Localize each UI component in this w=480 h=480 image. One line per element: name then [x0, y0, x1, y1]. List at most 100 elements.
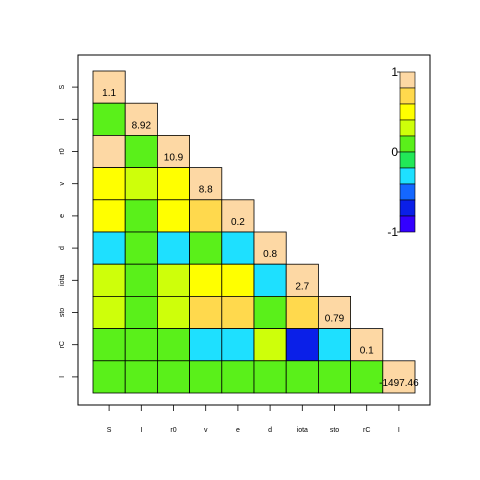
heatmap-cell [156, 167, 190, 201]
y-tick-label: iota [59, 275, 66, 286]
heatmap-cell [156, 263, 190, 297]
diagonal-value-label: 1.1 [102, 88, 116, 99]
y-tick-label: d [59, 246, 66, 250]
heatmap-cell [92, 263, 126, 297]
y-axis: S Ir0 v e d iota sto rC I [59, 84, 79, 378]
heatmap-cell [92, 328, 126, 362]
diagonal-cell [285, 263, 319, 297]
diagonal-value-label: -1497.46 [379, 378, 419, 389]
diagonal-value-label: 0.79 [325, 314, 345, 325]
heatmap-cell [189, 263, 223, 297]
heatmap-cell [156, 231, 190, 265]
legend-swatch [399, 135, 416, 153]
y-tick-label: r0 [59, 148, 66, 154]
heatmap-cell [124, 167, 158, 201]
heatmap-cell [221, 231, 255, 265]
x-tick-label: sto [330, 427, 339, 434]
diagonal-value-label: 0.1 [360, 346, 374, 357]
heatmap-cell [92, 102, 126, 136]
diagonal-value-label: 2.7 [295, 281, 309, 292]
heatmap-cell [124, 231, 158, 265]
heatmap-cell [92, 167, 126, 201]
heatmap-cell [124, 199, 158, 233]
diagonal-labels: 1.1 8.92 10.9 8.8 0.2 0.8 2.7 0.79 0.1 -1497.46 [102, 88, 419, 389]
legend-swatch [399, 103, 416, 121]
heatmap-cell [189, 231, 223, 265]
heatmap-cell [317, 360, 351, 394]
heatmap-cell [285, 328, 319, 362]
heatmap-cell [189, 295, 223, 329]
x-tick-label: I [140, 427, 142, 434]
heatmap-cell [221, 295, 255, 329]
diagonal-cell [253, 231, 287, 265]
diagonal-value-label: 8.92 [132, 120, 152, 131]
diagonal-cell [350, 328, 384, 362]
legend-swatch [399, 87, 416, 105]
y-tick-label: sto [59, 308, 66, 317]
heatmap-cell [156, 360, 190, 394]
heatmap-cell [221, 328, 255, 362]
heatmap-cell [124, 134, 158, 168]
legend-tick-label: -1 [387, 225, 398, 239]
y-tick-label: e [59, 214, 66, 218]
legend-swatch [399, 183, 416, 201]
x-tick-label: v [204, 427, 208, 434]
x-tick-label: iota [297, 427, 308, 434]
heatmap-cell [156, 295, 190, 329]
heatmap-cell [124, 263, 158, 297]
diagonal-value-label: 0.8 [263, 249, 277, 260]
x-tick-label: rC [363, 427, 370, 434]
heatmap-cell [92, 134, 126, 168]
legend-swatch [399, 215, 416, 233]
heatmap-cell [221, 263, 255, 297]
diagonal-value-label: 10.9 [164, 153, 184, 164]
heatmap-cell [124, 328, 158, 362]
heatmap-cell [221, 360, 255, 394]
heatmap-cell [253, 295, 287, 329]
x-tick-label: r0 [170, 427, 176, 434]
heatmap-cell [189, 360, 223, 394]
heatmap-cell [124, 295, 158, 329]
y-tick-label: S [59, 84, 66, 89]
heatmap-cell [317, 328, 351, 362]
y-tick-label: v [59, 181, 66, 185]
diagonal-value-label: 8.8 [199, 185, 213, 196]
heatmap-cell [253, 263, 287, 297]
legend-tick-label: 0 [391, 145, 398, 159]
heatmap-cell [92, 295, 126, 329]
diagonal-cell [317, 295, 351, 329]
y-tick-label: rC [59, 341, 66, 348]
heatmap-cell [92, 231, 126, 265]
y-tick-label: I [59, 118, 66, 120]
legend-swatch [399, 71, 416, 89]
heatmap-cell [189, 328, 223, 362]
diagonal-cell [189, 167, 223, 201]
legend-swatch [399, 151, 416, 169]
legend-swatch [399, 119, 416, 137]
diagonal-value-label: 0.2 [231, 217, 245, 228]
y-tick-label: I [59, 376, 66, 378]
x-tick-label: S [107, 427, 112, 434]
heatmap-cell [350, 360, 384, 394]
legend-swatch [399, 199, 416, 217]
heatmap-cell [92, 360, 126, 394]
heatmap-cell [253, 360, 287, 394]
heatmap-cell [189, 199, 223, 233]
heatmap-cell [156, 328, 190, 362]
heatmap-cells [92, 70, 416, 394]
x-tick-label: e [236, 427, 240, 434]
heatmap-cell [92, 199, 126, 233]
heatmap-cell [285, 295, 319, 329]
x-tick-label: d [268, 427, 272, 434]
diagonal-cell [382, 360, 416, 394]
diagonal-cell [156, 134, 190, 168]
heatmap-cell [285, 360, 319, 394]
heatmap-cell [253, 328, 287, 362]
heatmap-cell [124, 360, 158, 394]
color-legend: 1 0 -1 [387, 65, 416, 239]
heatmap-cell [156, 199, 190, 233]
x-tick-label: I [398, 427, 400, 434]
legend-tick-label: 1 [391, 65, 398, 79]
